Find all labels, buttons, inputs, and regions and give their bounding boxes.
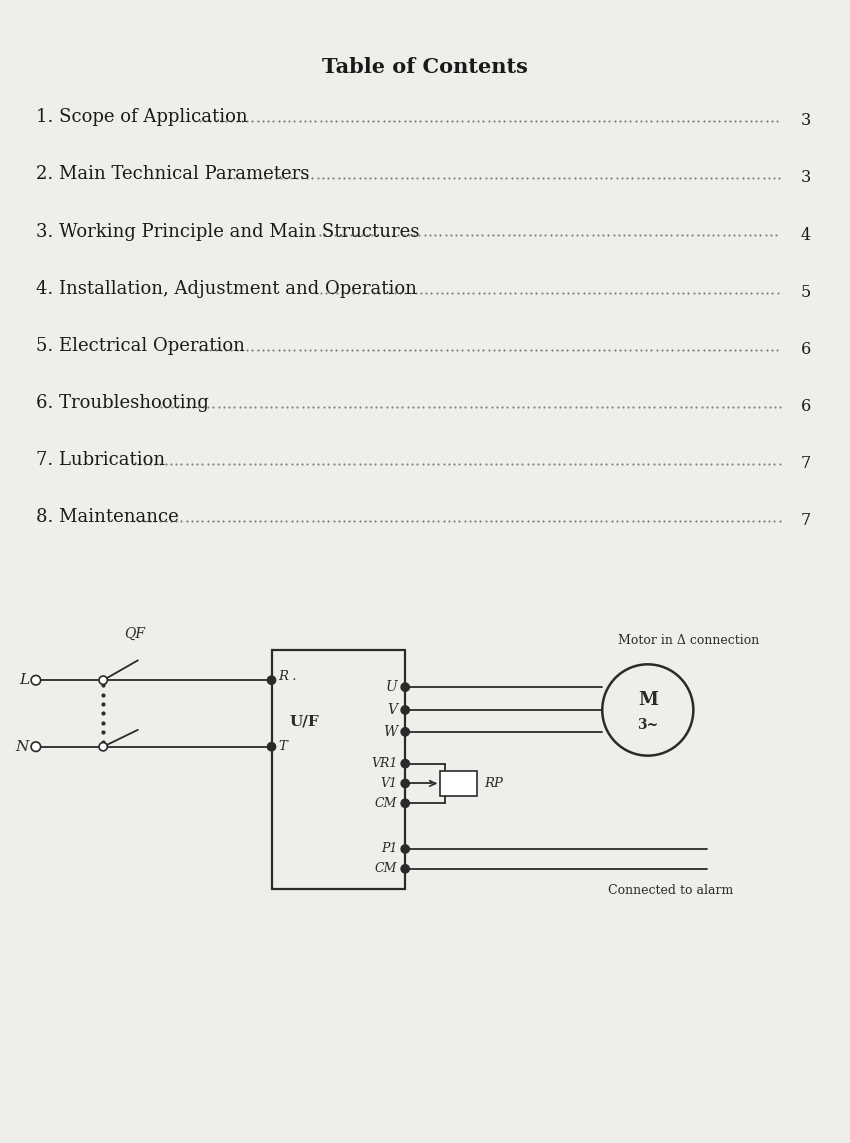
Circle shape xyxy=(401,864,410,873)
Text: 7: 7 xyxy=(801,455,811,472)
Circle shape xyxy=(401,728,410,736)
Text: 4. Installation, Adjustment and Operation: 4. Installation, Adjustment and Operatio… xyxy=(36,280,416,297)
Bar xyxy=(439,770,478,797)
Text: 3: 3 xyxy=(801,169,811,186)
Circle shape xyxy=(401,759,410,768)
Text: 3: 3 xyxy=(801,112,811,129)
Circle shape xyxy=(401,706,410,714)
Bar xyxy=(271,650,405,888)
Text: 5: 5 xyxy=(801,283,811,301)
Text: 1. Scope of Application: 1. Scope of Application xyxy=(36,109,247,127)
Text: 4: 4 xyxy=(801,226,811,243)
Text: W: W xyxy=(383,725,397,738)
Text: 6: 6 xyxy=(801,341,811,358)
Text: 6: 6 xyxy=(801,398,811,415)
Text: Connected to alarm: Connected to alarm xyxy=(609,884,734,897)
Text: V: V xyxy=(388,703,397,717)
Text: QF: QF xyxy=(124,626,145,640)
Text: L: L xyxy=(19,673,29,687)
Text: 3~: 3~ xyxy=(638,718,659,732)
Circle shape xyxy=(401,799,410,807)
Text: 8. Maintenance: 8. Maintenance xyxy=(36,507,178,526)
Circle shape xyxy=(268,676,275,685)
Text: 7: 7 xyxy=(801,512,811,529)
Text: 6. Troubleshooting: 6. Troubleshooting xyxy=(36,394,209,411)
Circle shape xyxy=(401,845,410,853)
Text: U: U xyxy=(386,680,397,694)
Circle shape xyxy=(99,676,107,685)
Text: 3. Working Principle and Main Structures: 3. Working Principle and Main Structures xyxy=(36,223,419,240)
Text: P1: P1 xyxy=(381,842,397,855)
Circle shape xyxy=(268,743,275,751)
Text: R .: R . xyxy=(279,670,297,682)
Circle shape xyxy=(401,780,410,788)
Text: N: N xyxy=(15,740,29,753)
Circle shape xyxy=(31,676,41,685)
Text: CM: CM xyxy=(375,862,397,876)
Text: CM: CM xyxy=(375,797,397,809)
Circle shape xyxy=(31,742,41,751)
Text: 7. Lubrication: 7. Lubrication xyxy=(36,450,165,469)
Text: T: T xyxy=(279,741,287,753)
Circle shape xyxy=(99,743,107,751)
Text: RP: RP xyxy=(484,777,503,790)
Text: VR1: VR1 xyxy=(371,757,397,770)
Text: 2. Main Technical Parameters: 2. Main Technical Parameters xyxy=(36,166,309,184)
Text: V1: V1 xyxy=(380,777,397,790)
Text: U/F: U/F xyxy=(289,714,319,728)
Text: M: M xyxy=(638,692,658,709)
Text: Table of Contents: Table of Contents xyxy=(322,57,528,77)
Circle shape xyxy=(401,684,410,692)
Text: 5. Electrical Operation: 5. Electrical Operation xyxy=(36,337,245,354)
Text: Motor in Δ connection: Motor in Δ connection xyxy=(618,634,759,647)
